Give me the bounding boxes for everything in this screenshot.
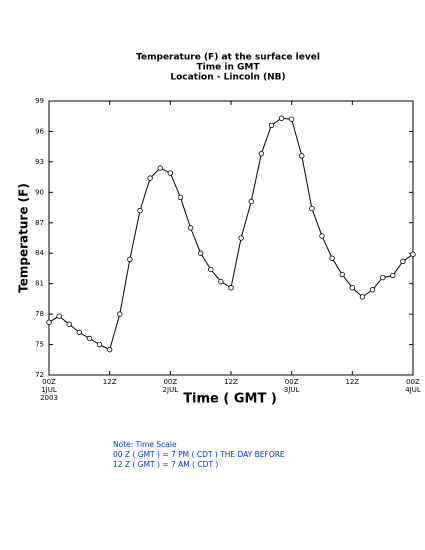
data-point (329, 255, 335, 261)
y-tick-label: 99 (35, 97, 44, 105)
x-axis-label: Time ( GMT ) (183, 392, 277, 407)
data-point (127, 256, 133, 263)
x-tick-label: 00Z 3JUL (283, 378, 300, 394)
data-point (86, 335, 93, 342)
data-point (96, 341, 103, 348)
y-tick-label: 93 (35, 158, 44, 166)
data-point (400, 258, 406, 265)
x-tick-label: 12Z (345, 378, 360, 386)
data-point (410, 251, 416, 257)
data-point (218, 278, 224, 285)
note: 00 Z ( GMT ) = 7 PM ( CDT ) THE DAY BEFO… (113, 450, 285, 459)
x-tick-label: 12Z (102, 378, 117, 386)
data-point (228, 285, 234, 291)
y-tick-label: 87 (35, 219, 44, 227)
note: 12 Z ( GMT ) = 7 AM ( CDT ) (113, 460, 219, 469)
data-point (319, 233, 325, 239)
data-point (208, 266, 214, 273)
note: Note: Time Scale (113, 440, 177, 449)
chart-subtitle: Time in GMT (197, 63, 261, 73)
data-point (349, 285, 356, 291)
data-point (309, 205, 315, 212)
data-point (248, 198, 254, 205)
data-point (106, 346, 113, 353)
data-point (56, 313, 62, 319)
data-point (299, 153, 305, 159)
data-point (390, 272, 396, 279)
x-tick-label: 00Z 4JUL (405, 378, 421, 394)
data-point (177, 194, 184, 201)
data-point (258, 151, 265, 157)
data-point (66, 321, 72, 327)
data-point (268, 122, 275, 129)
data-point (359, 294, 366, 300)
data-point (157, 165, 163, 171)
plot-frame (48, 100, 414, 376)
data-point (379, 274, 386, 281)
data-point (147, 175, 153, 181)
data-point (76, 329, 83, 336)
y-tick-label: 90 (35, 188, 44, 196)
x-tick-label: 00Z 2JUL (162, 378, 179, 394)
y-tick-label: 81 (35, 280, 44, 288)
data-point (278, 115, 285, 121)
y-axis-label: Temperature (F) (17, 183, 31, 293)
data-point (137, 207, 143, 214)
data-point (197, 250, 204, 256)
data-point (369, 287, 376, 293)
data-point (46, 319, 52, 325)
chart-location: Location - Lincoln (NB) (170, 73, 285, 83)
y-tick-label: 75 (35, 341, 44, 349)
data-point (187, 225, 194, 231)
data-point (167, 170, 174, 176)
x-tick-label: 12Z (224, 378, 238, 386)
chart-title: Temperature (F) at the surface level (136, 53, 320, 63)
data-point (288, 116, 295, 122)
data-point (339, 271, 345, 278)
y-tick-label: 96 (35, 127, 44, 135)
y-tick-label: 84 (35, 249, 44, 257)
y-tick-label: 72 (35, 371, 44, 379)
data-point (238, 235, 244, 241)
x-tick-label: 00Z 1JUL 2003 (40, 378, 58, 402)
data-point (117, 311, 123, 317)
temperature-line (48, 117, 414, 351)
y-tick-label: 78 (35, 310, 44, 318)
